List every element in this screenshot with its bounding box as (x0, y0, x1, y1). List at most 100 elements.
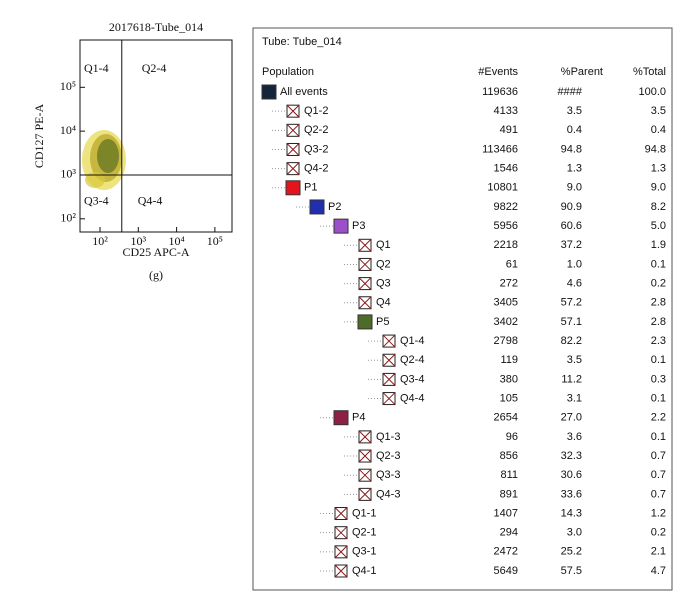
events: 61 (506, 258, 518, 270)
population-name: Q3-2 (304, 143, 328, 155)
events: 1407 (494, 507, 518, 519)
gate-icon-cross (382, 392, 396, 405)
population-name: Q1 (376, 239, 391, 251)
gate-icon-cross (286, 123, 300, 137)
y-tick-label: 10² (60, 211, 76, 225)
percent-total: 100.0 (638, 86, 666, 98)
percent-total: 3.5 (651, 105, 666, 117)
population-name: Q4-4 (400, 392, 424, 404)
percent-parent: 0.4 (567, 124, 582, 136)
percent-total: 9.0 (651, 182, 666, 194)
population-name: P4 (352, 412, 365, 424)
cloud-tail (85, 172, 105, 188)
events: 4133 (494, 105, 518, 117)
percent-parent: 37.2 (561, 239, 582, 251)
percent-parent: 82.2 (561, 335, 582, 347)
population-name: Q4-1 (352, 565, 376, 577)
percent-parent: 1.3 (567, 163, 582, 175)
population-name: Q3-3 (376, 469, 400, 481)
header-events: #Events (478, 66, 518, 78)
percent-parent: 30.6 (561, 469, 582, 481)
events: 9822 (494, 201, 518, 213)
population-name: Q3-1 (352, 546, 376, 558)
percent-parent: 33.6 (561, 488, 582, 500)
population-name: Q2-1 (352, 527, 376, 539)
events: 5956 (494, 220, 518, 232)
events: 856 (500, 450, 518, 462)
gate-icon-cross (334, 545, 348, 559)
events: 272 (500, 278, 518, 290)
plot-title: 2017618-Tube_014 (109, 20, 203, 34)
events: 96 (506, 431, 518, 443)
population-name: P2 (328, 201, 341, 213)
events: 119 (500, 354, 518, 366)
x-axis-label: CD25 APC-A (122, 245, 189, 259)
events: 3402 (494, 316, 518, 328)
gate-icon-cross (358, 468, 372, 482)
percent-total: 5.0 (651, 220, 666, 232)
gate-icon-cross (286, 162, 300, 175)
x-tick-label: 10⁵ (207, 234, 223, 248)
events: 2472 (494, 546, 518, 558)
quadrant-label: Q1-4 (84, 61, 109, 75)
y-axis-label: CD127 PE-A (32, 104, 46, 169)
population-name: Q1-2 (304, 105, 328, 117)
percent-parent: 57.5 (561, 565, 582, 577)
population-name: P5 (376, 316, 389, 328)
percent-total: 2.3 (651, 335, 666, 347)
gate-icon-cross (358, 258, 372, 271)
gate-icon-cross (334, 526, 348, 540)
gate-icon-cross (382, 373, 396, 386)
percent-total: 2.2 (651, 412, 666, 424)
events: 491 (500, 124, 518, 136)
population-name: Q2-3 (376, 450, 400, 462)
quadrant-label: Q3-4 (84, 194, 109, 208)
population-name: Q4 (376, 297, 391, 309)
events: 105 (500, 392, 518, 404)
x-tick-label: 10⁴ (168, 234, 184, 248)
population-name: P1 (304, 182, 317, 194)
population-name: Q1-3 (376, 431, 400, 443)
percent-total: 0.1 (651, 392, 666, 404)
gate-icon-cross (358, 488, 372, 501)
population-name: Q3-4 (400, 373, 424, 385)
percent-total: 1.9 (651, 239, 666, 251)
events: 119636 (482, 86, 518, 98)
population-icon (333, 410, 349, 426)
percent-total: 0.7 (651, 469, 666, 481)
percent-parent: 3.5 (567, 354, 582, 366)
population-name: Q1-1 (352, 507, 376, 519)
percent-total: 2.1 (651, 546, 666, 558)
percent-total: 0.1 (651, 431, 666, 443)
events: 5649 (494, 565, 518, 577)
percent-parent: 3.1 (567, 392, 582, 404)
events: 811 (500, 469, 518, 481)
events: 294 (500, 527, 518, 539)
events: 1546 (494, 163, 518, 175)
population-name: Q4-3 (376, 488, 400, 500)
percent-parent: 57.2 (561, 297, 582, 309)
percent-total: 1.3 (651, 163, 666, 175)
table-title: Tube: Tube_014 (262, 36, 342, 48)
events: 891 (500, 488, 518, 500)
events: 2654 (494, 412, 518, 424)
population-name: Q2 (376, 258, 391, 270)
population-icon (285, 180, 301, 196)
table-frame (252, 27, 673, 591)
gate-icon-cross (358, 430, 372, 444)
gate-icon-cross (382, 353, 396, 367)
percent-parent: 25.2 (561, 546, 582, 558)
gate-icon-cross (358, 296, 372, 310)
y-tick-label: 10⁴ (60, 123, 76, 137)
population-name: Q4-2 (304, 163, 328, 175)
header-total: %Total (633, 66, 666, 78)
quadrant-label: Q4-4 (138, 194, 163, 208)
percent-parent: 9.0 (567, 182, 582, 194)
population-name: Q3 (376, 278, 391, 290)
percent-total: 8.2 (651, 201, 666, 213)
percent-parent: 32.3 (561, 450, 582, 462)
gate-icon-cross (334, 564, 348, 578)
cloud-core (97, 139, 119, 173)
